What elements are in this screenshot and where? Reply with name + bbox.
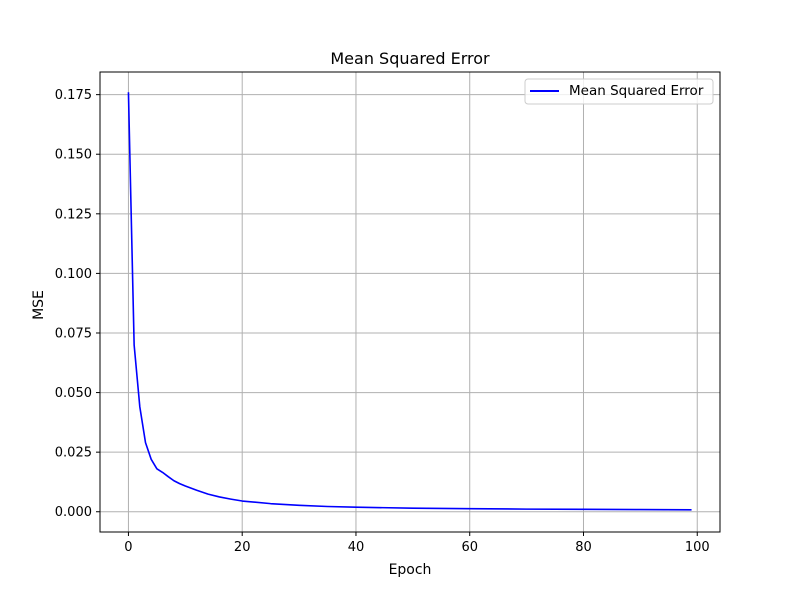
x-axis: 0 20 40 60 80 100 bbox=[124, 532, 710, 555]
legend-label: Mean Squared Error bbox=[569, 83, 704, 99]
legend-box bbox=[524, 78, 714, 105]
y-axis: 0.000 0.025 0.050 0.075 0.100 0.125 0.150 0.175 bbox=[55, 88, 100, 520]
y-tick-label: 0.000 bbox=[55, 505, 92, 520]
legend: Mean Squared Error bbox=[524, 78, 714, 105]
x-tick-label: 40 bbox=[348, 540, 365, 555]
grid-lines bbox=[100, 72, 720, 532]
y-tick-label: 0.025 bbox=[55, 446, 92, 461]
x-tick-label: 60 bbox=[461, 540, 478, 555]
x-tick-label: 80 bbox=[575, 540, 592, 555]
y-axis-label: MSE bbox=[31, 290, 47, 320]
y-tick-label: 0.050 bbox=[55, 386, 92, 401]
x-axis-label: Epoch bbox=[389, 562, 432, 578]
chart-title: Mean Squared Error bbox=[330, 49, 490, 68]
x-tick-label: 0 bbox=[124, 540, 132, 555]
series-layer bbox=[127, 92, 692, 511]
y-tick-label: 0.175 bbox=[55, 88, 92, 103]
y-tick-label: 0.075 bbox=[55, 326, 92, 341]
series-line bbox=[127, 92, 692, 511]
x-tick-label: 100 bbox=[685, 540, 710, 555]
x-tick-label: 20 bbox=[234, 540, 251, 555]
y-tick-label: 0.150 bbox=[55, 148, 92, 163]
plot-frame bbox=[99, 71, 721, 533]
y-tick-label: 0.125 bbox=[55, 207, 92, 222]
y-tick-label: 0.100 bbox=[55, 267, 92, 282]
